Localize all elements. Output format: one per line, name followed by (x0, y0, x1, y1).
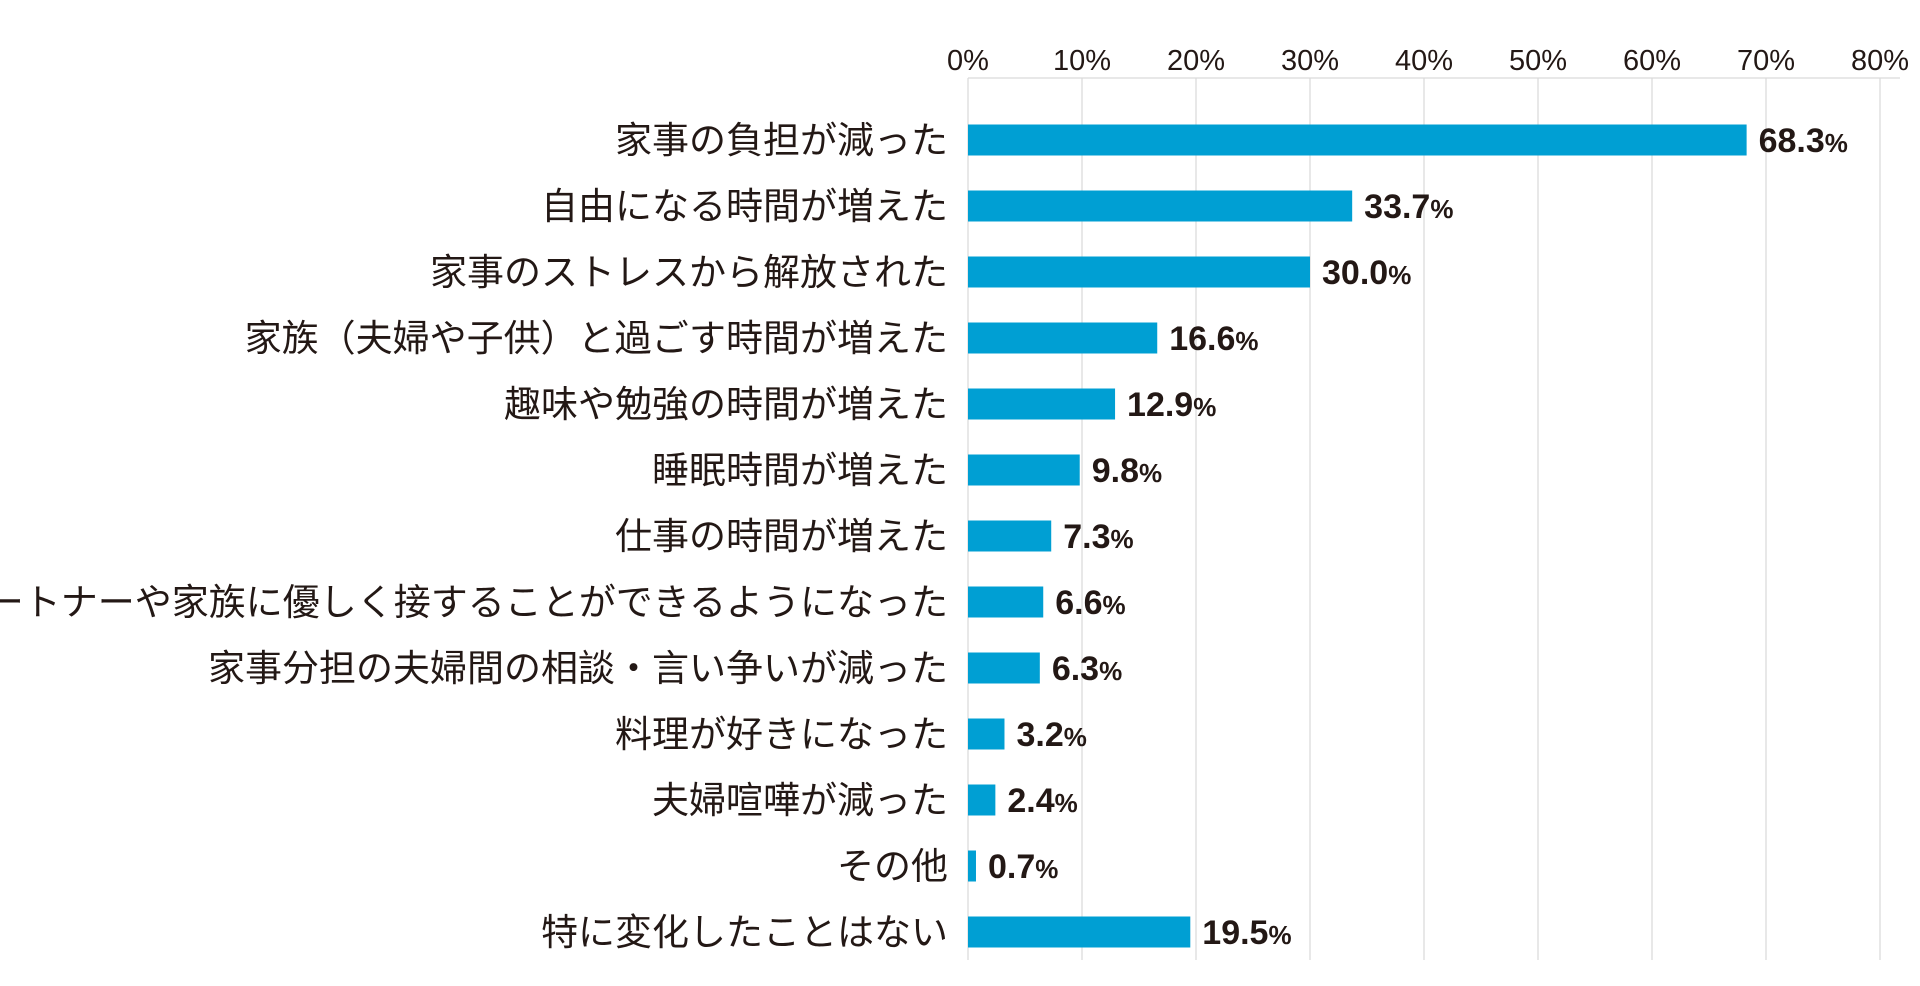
category-labels: 家事の負担が減った自由になる時間が増えた家事のストレスから解放された家族（夫婦や… (0, 119, 948, 954)
bar-11 (968, 850, 976, 882)
value-label-8: 6.3% (1052, 650, 1122, 688)
bar-10 (968, 784, 996, 816)
value-label-5: 9.8% (1092, 452, 1162, 490)
category-label-0: 家事の負担が減った (615, 119, 948, 162)
bar-7 (968, 586, 1044, 618)
bar-5 (968, 454, 1080, 486)
value-label-7: 6.6% (1055, 584, 1125, 622)
category-label-9: 料理が好きになった (615, 713, 948, 756)
category-label-4: 趣味や勉強の時間が増えた (504, 383, 948, 426)
value-label-0: 68.3% (1759, 122, 1848, 160)
category-label-6: 仕事の時間が増えた (615, 515, 948, 558)
x-tick-label-50: 50% (1509, 45, 1567, 77)
x-tick-label-10: 10% (1053, 45, 1111, 77)
x-tick-label-20: 20% (1167, 45, 1225, 77)
category-label-8: 家事分担の夫婦間の相談・言い争いが減った (208, 647, 948, 690)
category-label-5: 睡眠時間が増えた (652, 449, 948, 492)
value-label-9: 3.2% (1016, 716, 1086, 754)
value-label-11: 0.7% (988, 848, 1058, 886)
category-label-11: その他 (837, 845, 948, 888)
category-label-12: 特に変化したことはない (541, 911, 948, 954)
bar-8 (968, 652, 1040, 684)
category-label-10: 夫婦喧嘩が減った (652, 779, 948, 822)
x-tick-label-60: 60% (1623, 45, 1681, 77)
value-label-6: 7.3% (1063, 518, 1133, 556)
value-label-2: 30.0% (1322, 254, 1411, 292)
x-tick-label-0: 0% (947, 45, 989, 77)
value-label-1: 33.7% (1364, 188, 1453, 226)
value-label-4: 12.9% (1127, 386, 1216, 424)
value-label-12: 19.5% (1202, 914, 1291, 952)
category-label-3: 家族（夫婦や子供）と過ごす時間が増えた (245, 317, 948, 360)
category-label-2: 家事のストレスから解放された (430, 251, 948, 294)
x-tick-label-40: 40% (1395, 45, 1453, 77)
x-tick-label-30: 30% (1281, 45, 1339, 77)
category-label-7: パートナーや家族に優しく接することができるようになった (0, 581, 948, 624)
bar-1 (968, 190, 1353, 222)
category-label-1: 自由になる時間が増えた (541, 185, 948, 228)
bar-4 (968, 388, 1116, 420)
bar-2 (968, 256, 1310, 288)
x-axis-ticks: 0% 10% 20% 30% 40% 50% 60% 70% 80% (947, 45, 1909, 77)
grid-layer (967, 77, 1900, 960)
bar-12 (968, 916, 1191, 948)
bars (968, 124, 1747, 948)
value-label-3: 16.6% (1169, 320, 1258, 358)
bar-0 (968, 124, 1747, 156)
bar-3 (968, 322, 1158, 354)
x-tick-label-70: 70% (1737, 45, 1795, 77)
value-labels: 68.3% 33.7% 30.0% 16.6% 12.9% 9.8% 7.3% 6.6% 6.3… (988, 122, 1848, 952)
x-tick-label-80: 80% (1851, 45, 1909, 77)
bar-6 (968, 520, 1052, 552)
bar-9 (968, 718, 1005, 750)
value-label-10: 2.4% (1007, 782, 1077, 820)
